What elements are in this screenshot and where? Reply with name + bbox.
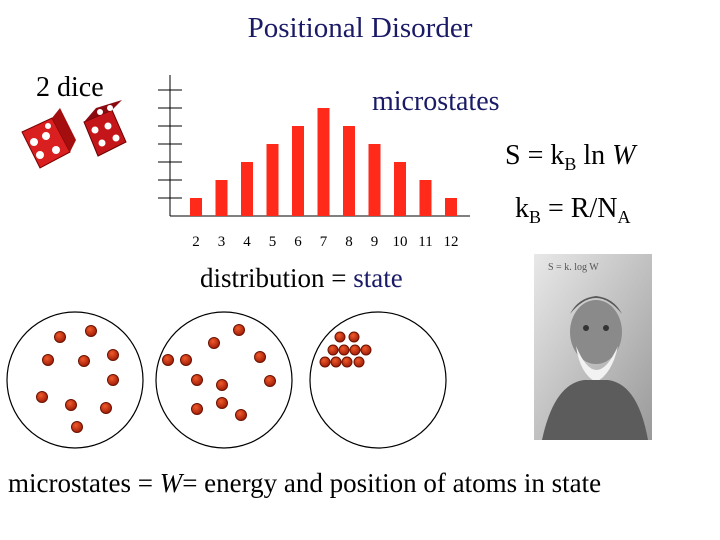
distribution-text: distribution = state: [200, 263, 403, 293]
histogram-tick-label: 8: [345, 234, 353, 250]
histogram-tick-label: 11: [418, 234, 432, 250]
histogram-tick-label: 6: [294, 234, 302, 250]
microstates-label: microstates: [372, 86, 500, 117]
histogram-bar: [292, 126, 304, 216]
histogram-tick-label: 9: [371, 234, 379, 250]
histogram-bar: [394, 162, 406, 216]
boltzmann-constant-equation: kB = R/NA: [515, 193, 631, 227]
dispersed-atoms-circle: [6, 311, 144, 449]
dice-label: 2 dice: [36, 72, 104, 103]
histogram-tick-label: 2: [192, 234, 200, 250]
spread-atoms-circle: [155, 311, 293, 449]
histogram-tick-label: 3: [218, 234, 226, 250]
histogram-bar: [317, 108, 330, 216]
histogram-bar: [445, 198, 457, 216]
histogram-bar: [368, 144, 381, 216]
entropy-equation: S = kB ln W: [505, 140, 636, 174]
histogram-bar: [241, 162, 253, 216]
histogram-bar: [419, 180, 432, 216]
histogram-bar: [215, 180, 228, 216]
histogram-tick-label: 7: [320, 234, 328, 250]
boltzmann-portrait: S = k. log W: [534, 254, 652, 440]
histogram-tick-label: 10: [393, 234, 408, 250]
slide-title: Positional Disorder: [247, 12, 473, 44]
histogram-bar: [266, 144, 279, 216]
clustered-atoms-circle: [309, 311, 447, 449]
photo-caption: S = k. log W: [548, 262, 599, 273]
histogram-tick-label: 4: [243, 234, 251, 250]
microstates-definition: microstates = W= energy and position of …: [8, 468, 602, 498]
histogram-tick-label: 12: [444, 234, 459, 250]
histogram-tick-label: 5: [269, 234, 277, 250]
histogram-bar: [190, 198, 202, 216]
histogram-bar: [343, 126, 355, 216]
